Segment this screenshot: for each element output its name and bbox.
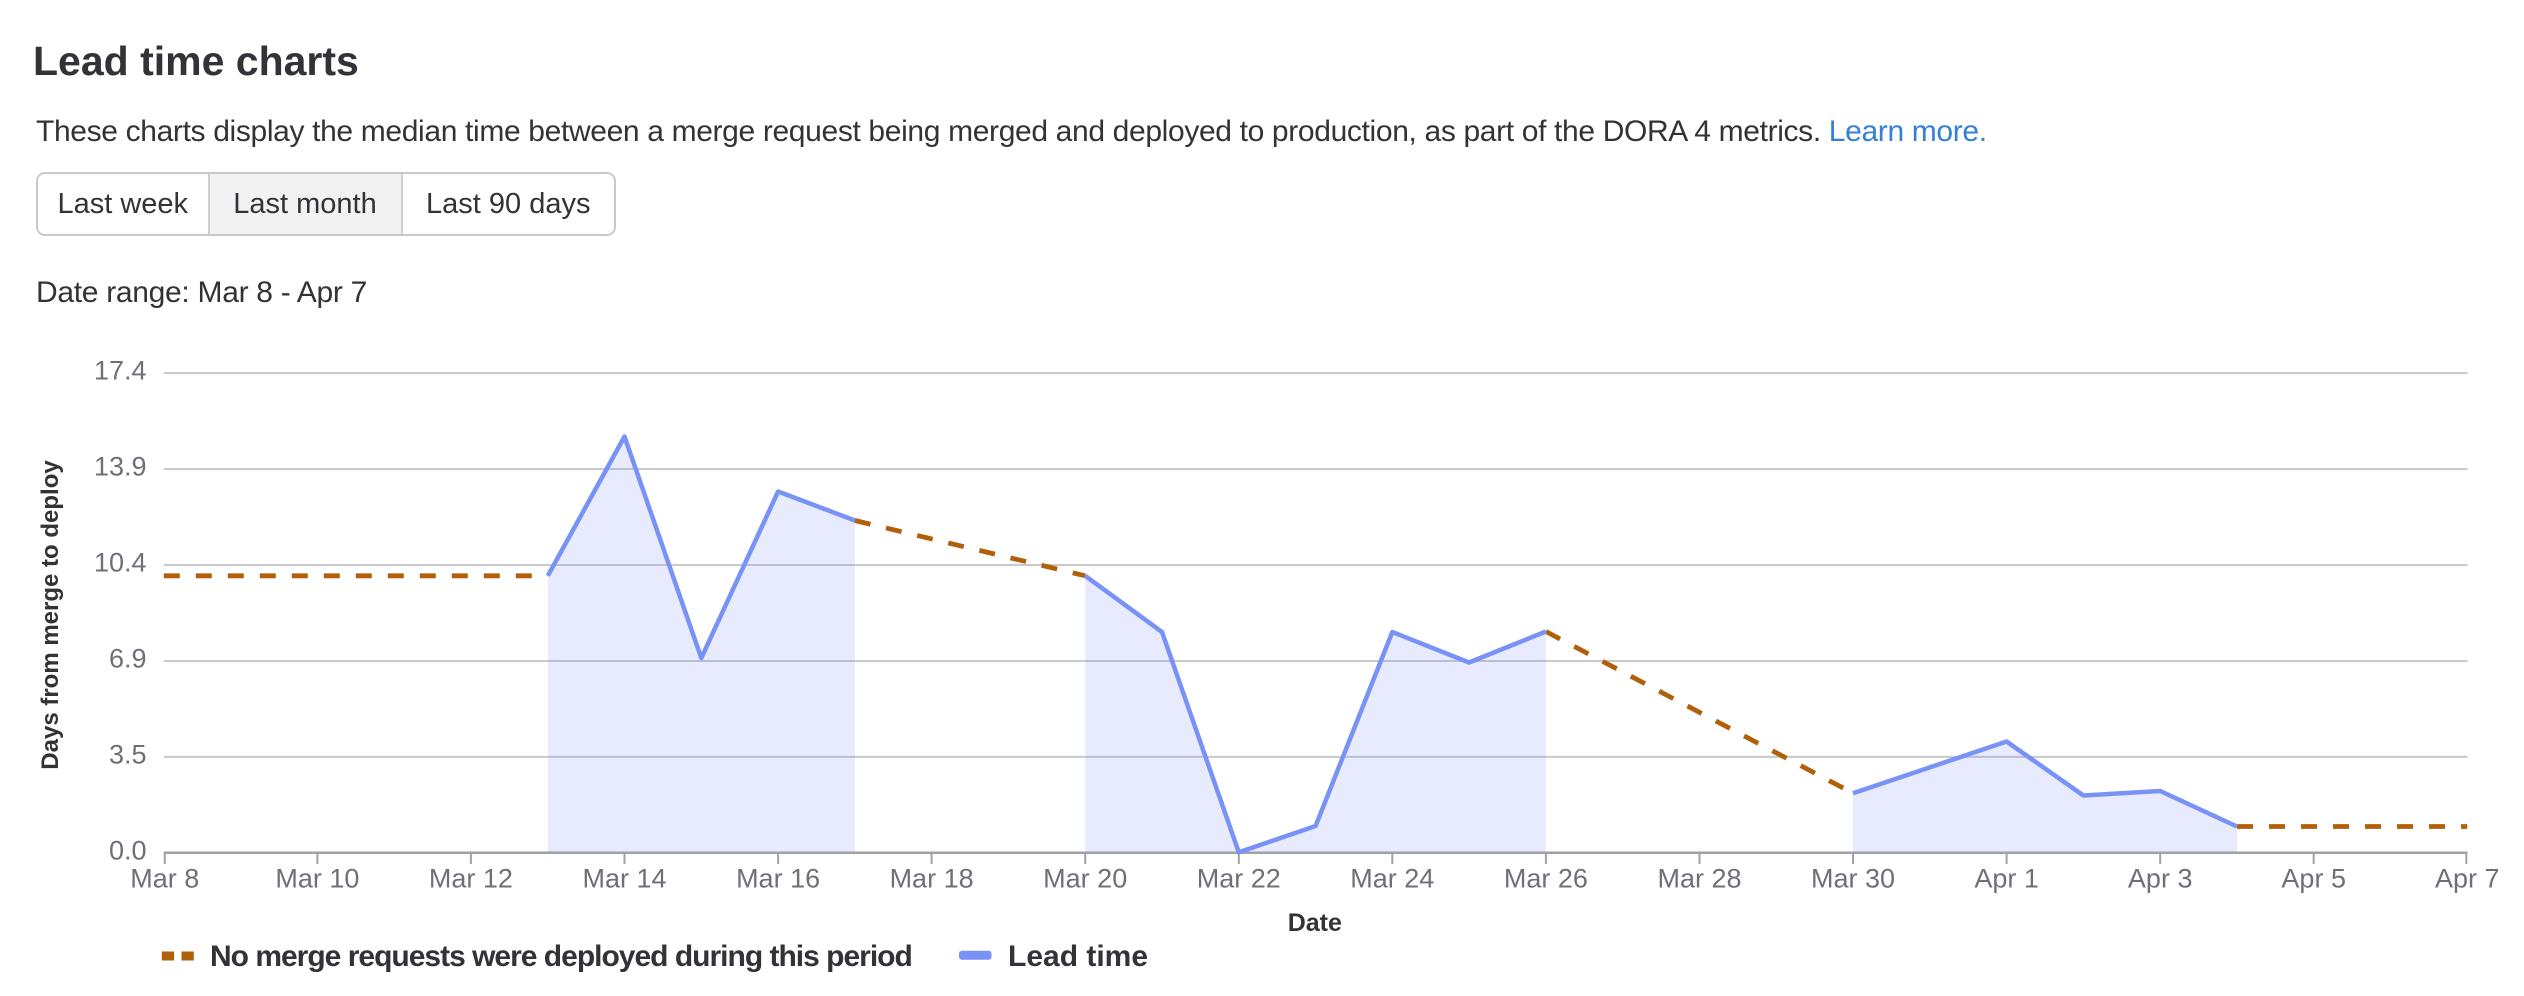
svg-text:0.0: 0.0: [109, 835, 147, 865]
svg-text:Mar 28: Mar 28: [1657, 864, 1741, 894]
svg-text:Apr 7: Apr 7: [2435, 864, 2500, 894]
svg-text:Days from merge to deploy: Days from merge to deploy: [37, 460, 64, 770]
svg-text:Apr 3: Apr 3: [2128, 864, 2193, 894]
svg-text:Date: Date: [1288, 909, 1342, 937]
svg-text:Mar 18: Mar 18: [890, 864, 974, 894]
svg-text:Mar 22: Mar 22: [1197, 864, 1281, 894]
svg-text:Mar 26: Mar 26: [1504, 864, 1588, 894]
svg-text:6.9: 6.9: [109, 644, 147, 674]
svg-text:Apr 1: Apr 1: [1974, 864, 2039, 894]
svg-text:Mar 20: Mar 20: [1043, 864, 1127, 894]
svg-text:10.4: 10.4: [94, 548, 147, 578]
svg-text:13.9: 13.9: [94, 452, 147, 482]
svg-text:Mar 16: Mar 16: [736, 864, 820, 894]
svg-text:Mar 12: Mar 12: [429, 864, 513, 894]
svg-text:Mar 8: Mar 8: [130, 864, 199, 894]
svg-text:Apr 5: Apr 5: [2281, 864, 2346, 894]
svg-text:Mar 30: Mar 30: [1811, 864, 1895, 894]
svg-text:No merge requests were deploye: No merge requests were deployed during t…: [210, 940, 912, 973]
svg-text:3.5: 3.5: [109, 739, 147, 769]
svg-text:Mar 10: Mar 10: [275, 864, 359, 894]
svg-text:Mar 14: Mar 14: [582, 864, 666, 894]
svg-text:Mar 24: Mar 24: [1350, 864, 1434, 894]
svg-text:Lead time: Lead time: [1008, 940, 1148, 973]
svg-text:17.4: 17.4: [94, 356, 147, 386]
